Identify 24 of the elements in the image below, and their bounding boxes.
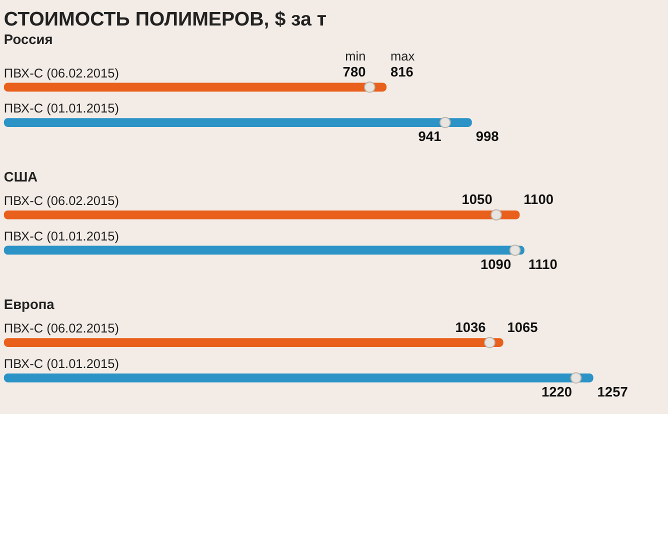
data-label: 780 — [342, 64, 366, 80]
category-label: ПВХ-С (01.01.2015) — [4, 100, 119, 116]
series-label: max — [390, 48, 416, 64]
data-label: 1050 — [462, 192, 493, 208]
category-label: ПВХ-С (06.02.2015) — [4, 65, 119, 80]
data-label: 816 — [390, 64, 414, 80]
chart-subtitle: Европа — [4, 297, 55, 312]
data-label: 941 — [418, 129, 442, 144]
category-label: ПВХ-С (01.01.2015) — [4, 228, 119, 244]
data-label: 1220 — [541, 384, 572, 400]
chart-subtitle: США — [4, 169, 38, 184]
chart-title: СТОИМОСТЬ ПОЛИМЕРОВ, $ за т — [4, 8, 327, 30]
data-label: 1110 — [528, 256, 558, 272]
data-label: 1065 — [507, 320, 538, 335]
category-label: ПВХ-С (06.02.2015) — [4, 320, 119, 336]
category-label: ПВХ-С (06.02.2015) — [4, 193, 119, 208]
data-label: 998 — [476, 129, 500, 144]
chart-subtitle: Россия — [4, 32, 53, 47]
data-label: 1036 — [455, 320, 486, 335]
category-label: ПВХ-С (01.01.2015) — [4, 356, 119, 372]
data-label: 1100 — [524, 192, 554, 208]
data-label: 1257 — [597, 384, 628, 400]
data-label: 1090 — [480, 256, 512, 272]
series-label: min — [345, 48, 366, 64]
